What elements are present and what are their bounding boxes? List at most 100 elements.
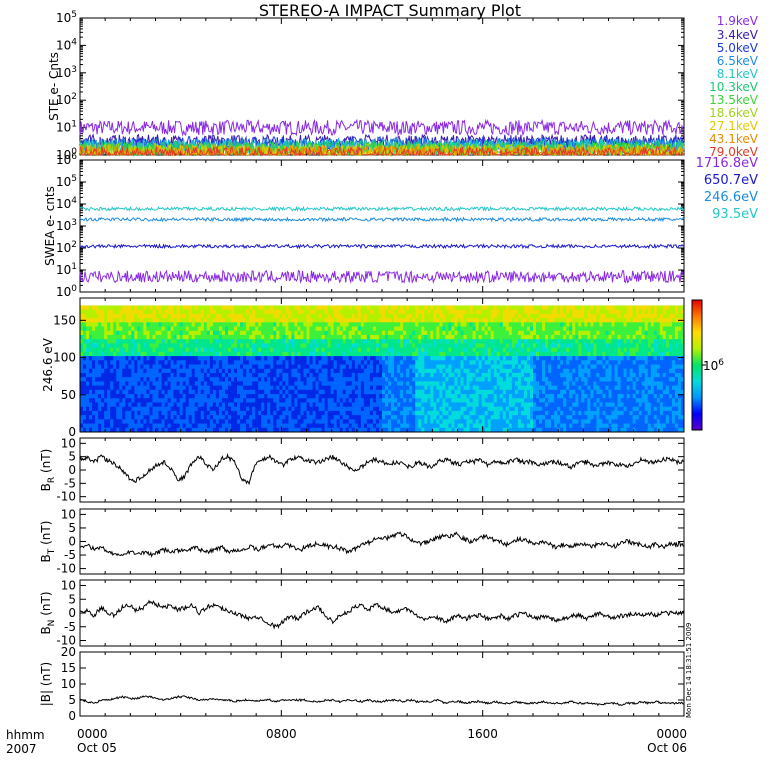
heatmap-cell <box>454 322 458 327</box>
heatmap-cell <box>176 360 181 365</box>
heatmap-cell <box>134 360 138 365</box>
heatmap-cell <box>487 360 492 365</box>
heatmap-cell <box>496 394 501 399</box>
heatmap-cell <box>451 427 455 433</box>
heatmap-cell <box>291 406 295 412</box>
heatmap-cell <box>433 318 437 323</box>
heatmap-cell <box>234 326 238 332</box>
heatmap-cell <box>366 385 371 391</box>
heatmap-cell <box>188 427 193 433</box>
heatmap-cell <box>255 419 259 424</box>
heatmap-cell <box>391 364 395 370</box>
heatmap-cell <box>149 415 153 420</box>
heatmap-cell <box>424 330 428 336</box>
heatmap-cell <box>206 410 211 416</box>
heatmap-cell <box>460 326 464 332</box>
heatmap-cell <box>502 389 507 395</box>
heatmap-cell <box>137 334 141 340</box>
heatmap-cell <box>442 356 446 361</box>
heatmap-cell <box>475 318 480 323</box>
heatmap-cell <box>415 305 419 311</box>
heatmap-cell <box>246 339 250 344</box>
heatmap-cell <box>499 394 504 399</box>
heatmap-cell <box>243 318 247 323</box>
heatmap-cell <box>545 339 549 344</box>
heatmap-cell <box>490 406 495 412</box>
heatmap-cell <box>197 313 202 319</box>
heatmap-cell <box>206 360 211 365</box>
heatmap-cell <box>92 427 96 433</box>
heatmap-cell <box>406 381 410 386</box>
heatmap-cell <box>110 415 114 420</box>
heatmap-cell <box>372 313 377 319</box>
heatmap-cell <box>113 364 117 370</box>
heatmap-cell <box>149 339 153 344</box>
heatmap-cell <box>182 305 187 311</box>
heatmap-cell <box>309 394 313 399</box>
heatmap-cell <box>445 356 449 361</box>
heatmap-cell <box>234 381 238 386</box>
heatmap-cell <box>493 372 498 378</box>
heatmap-cell <box>472 360 477 365</box>
heatmap-cell <box>499 410 504 416</box>
heatmap-cell <box>188 330 193 336</box>
heatmap-cell <box>548 309 552 315</box>
heatmap-cell <box>421 368 425 374</box>
heatmap-cell <box>243 423 247 429</box>
heatmap-cell <box>502 351 507 357</box>
heatmap-cell <box>433 343 437 349</box>
heatmap-cell <box>424 322 428 327</box>
heatmap-cell <box>212 343 217 349</box>
heatmap-cell <box>330 318 335 323</box>
heatmap-cell <box>194 398 199 403</box>
heatmap-cell <box>487 394 492 399</box>
heatmap-cell <box>445 406 449 412</box>
heatmap-cell <box>116 368 120 374</box>
heatmap-cell <box>291 326 295 332</box>
heatmap-cell <box>164 381 168 386</box>
heatmap-cell <box>243 330 247 336</box>
heatmap-cell <box>282 322 286 327</box>
heatmap-cell <box>273 368 277 374</box>
heatmap-cell <box>122 419 126 424</box>
heatmap-cell <box>173 356 178 361</box>
heatmap-cell <box>167 343 171 349</box>
heatmap-cell <box>391 318 395 323</box>
heatmap-cell <box>327 398 332 403</box>
heatmap-cell <box>439 377 443 382</box>
heatmap-cell <box>291 427 295 433</box>
heatmap-cell <box>363 372 368 378</box>
heatmap-cell <box>523 343 528 349</box>
heatmap-cell <box>436 364 440 370</box>
heatmap-cell <box>288 381 292 386</box>
heatmap-cell <box>194 339 199 344</box>
heatmap-cell <box>382 326 386 332</box>
heatmap-cell <box>490 343 495 349</box>
heatmap-cell <box>167 339 171 344</box>
heatmap-cell <box>493 334 498 340</box>
heatmap-cell <box>418 339 422 344</box>
heatmap-cell <box>469 389 473 395</box>
heatmap-cell <box>270 423 274 429</box>
heatmap-cell <box>529 394 534 399</box>
heatmap-cell <box>451 347 455 353</box>
heatmap-cell <box>427 372 431 378</box>
heatmap-cell <box>533 339 537 344</box>
y-tick-label: 102 <box>56 240 77 255</box>
heatmap-cell <box>161 305 165 311</box>
heatmap-cell <box>173 305 178 311</box>
heatmap-cell <box>306 347 310 353</box>
heatmap-cell <box>481 334 486 340</box>
heatmap-cell <box>433 334 437 340</box>
heatmap-cell <box>318 356 322 361</box>
heatmap-cell <box>415 322 419 327</box>
heatmap-cell <box>342 351 347 357</box>
heatmap-cell <box>131 309 135 315</box>
heatmap-cell <box>330 360 335 365</box>
heatmap-cell <box>526 309 531 315</box>
heatmap-cell <box>264 309 268 315</box>
heatmap-cell <box>385 410 389 416</box>
heatmap-cell <box>448 385 452 391</box>
heatmap-cell <box>80 389 84 395</box>
heatmap-cell <box>167 377 171 382</box>
